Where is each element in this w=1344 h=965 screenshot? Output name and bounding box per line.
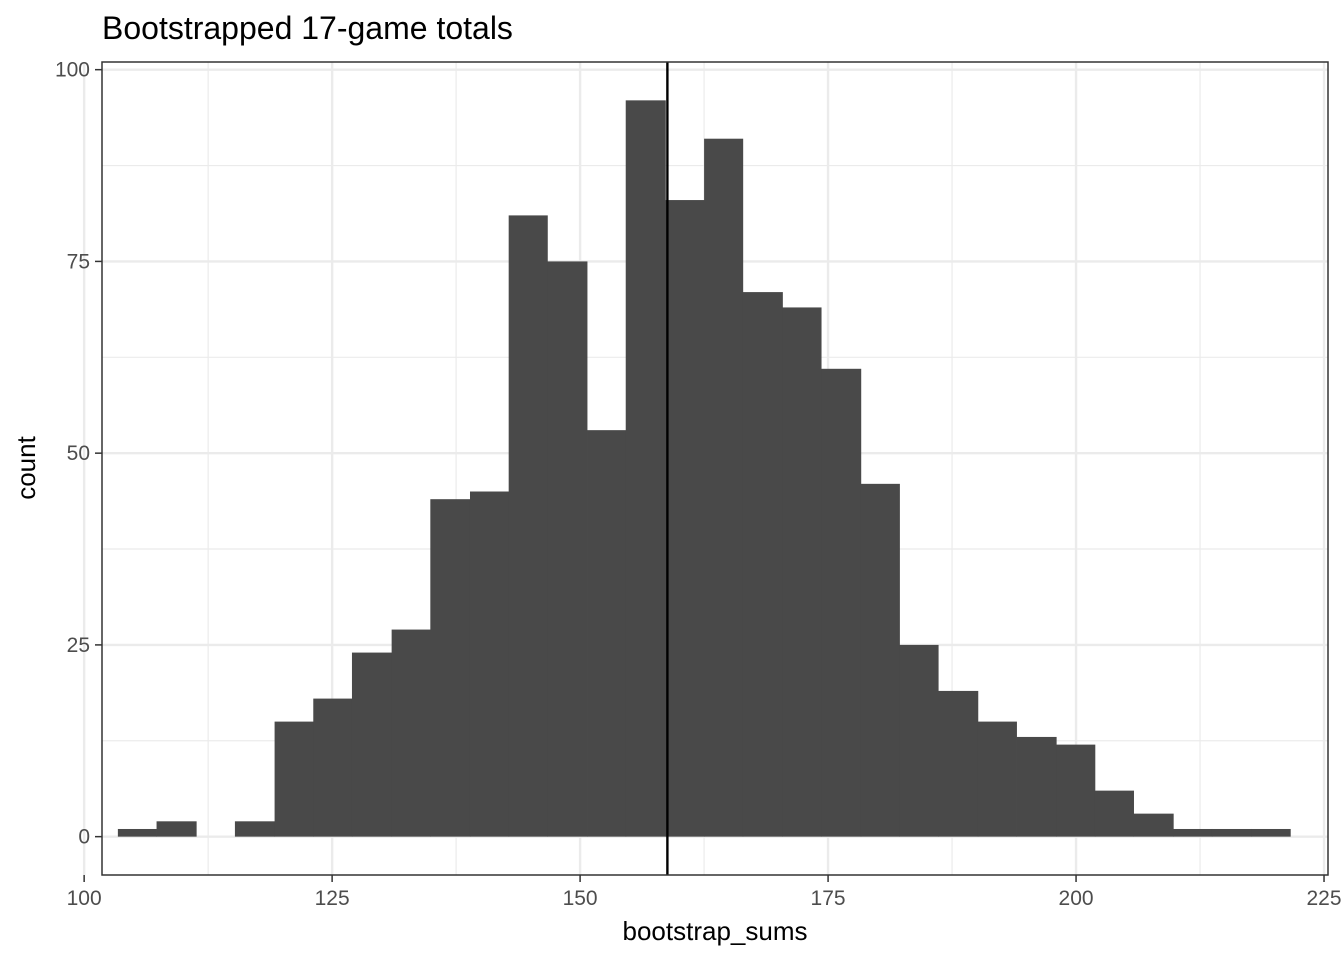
histogram-bar [351, 652, 393, 837]
histogram-bar [1016, 736, 1057, 837]
histogram-bar [1133, 813, 1174, 837]
histogram-bar [234, 821, 275, 837]
y-tick-label: 50 [67, 442, 90, 465]
histogram-bar [313, 698, 353, 837]
x-tick-label: 100 [67, 887, 102, 910]
x-tick-label: 175 [811, 887, 846, 910]
histogram-bar [391, 629, 431, 837]
histogram-bar [821, 368, 862, 837]
histogram-bar [274, 721, 314, 837]
y-tick-label: 100 [55, 59, 90, 82]
y-tick-label: 0 [78, 826, 90, 849]
histogram-bar [625, 100, 666, 837]
y-tick-label: 75 [67, 250, 90, 273]
x-tick-label: 150 [563, 887, 598, 910]
histogram-bar [117, 828, 157, 837]
histogram-bar [1094, 790, 1134, 837]
histogram-bar [1211, 828, 1253, 837]
histogram-bar [430, 499, 471, 837]
x-axis-title: bootstrap_sums [623, 916, 808, 946]
x-axis-ticks: 100 125 150 175 200 225 [67, 875, 1342, 910]
histogram-bar [156, 821, 197, 837]
histogram-bar [938, 690, 979, 837]
y-tick-label: 25 [67, 634, 90, 657]
histogram-bar [1251, 828, 1291, 837]
histogram-bar [860, 483, 900, 837]
histogram-bar [547, 261, 588, 837]
chart-title: Bootstrapped 17-game totals [102, 10, 513, 46]
bars-layer [117, 100, 1291, 837]
x-tick-label: 125 [315, 887, 350, 910]
x-tick-label: 225 [1307, 887, 1342, 910]
y-axis-ticks: 0 25 50 75 100 [55, 59, 102, 849]
histogram-bar [665, 200, 705, 837]
histogram-bar [587, 430, 627, 837]
histogram-bar [704, 138, 744, 837]
y-axis-title: count [11, 435, 41, 499]
histogram-bar [977, 721, 1017, 837]
histogram-bar [899, 644, 939, 837]
histogram-bar [782, 307, 822, 837]
histogram-bar [469, 491, 510, 837]
panel-border [101, 61, 1329, 876]
histogram-bar [508, 215, 548, 837]
histogram-bar [742, 292, 783, 837]
histogram-bar [1173, 828, 1213, 837]
histogram-bar [1056, 744, 1096, 837]
x-tick-label: 200 [1059, 887, 1094, 910]
